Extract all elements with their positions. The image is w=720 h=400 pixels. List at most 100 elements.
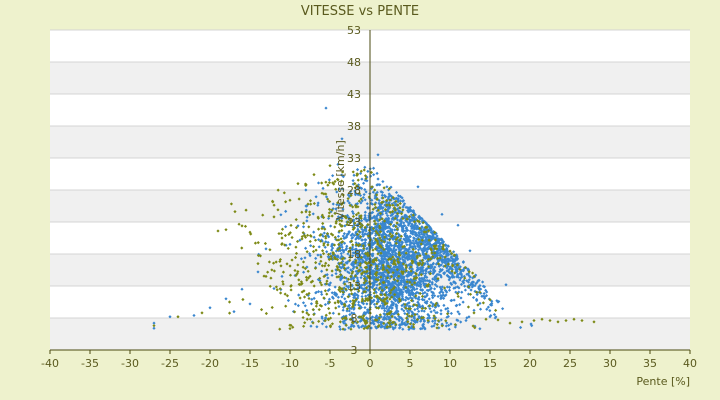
data-point xyxy=(439,263,443,267)
data-point xyxy=(456,275,460,279)
data-point xyxy=(439,275,443,279)
data-point xyxy=(416,185,420,189)
data-point xyxy=(433,294,437,298)
data-point xyxy=(404,266,408,270)
data-point xyxy=(372,322,376,326)
data-point xyxy=(351,277,355,281)
data-point xyxy=(335,190,339,194)
data-point xyxy=(388,276,392,281)
data-point xyxy=(283,292,287,296)
data-point xyxy=(333,291,337,295)
data-point xyxy=(304,275,309,279)
data-point xyxy=(383,309,387,313)
data-point xyxy=(346,199,350,203)
data-point xyxy=(409,213,413,217)
data-point xyxy=(375,248,380,252)
data-point xyxy=(404,306,408,310)
data-point xyxy=(348,255,352,259)
data-point xyxy=(278,327,282,331)
data-point xyxy=(269,276,273,280)
data-point xyxy=(349,268,353,272)
data-point xyxy=(359,197,363,201)
data-point xyxy=(336,254,340,258)
data-point xyxy=(388,267,392,271)
data-point xyxy=(397,271,401,275)
data-point xyxy=(421,252,426,257)
data-point xyxy=(357,258,361,262)
data-point xyxy=(496,300,500,304)
data-point xyxy=(337,285,342,289)
data-point xyxy=(330,291,334,295)
data-point xyxy=(442,303,446,307)
data-point xyxy=(396,203,400,207)
data-point xyxy=(417,304,421,308)
data-point xyxy=(369,170,374,175)
data-point xyxy=(407,291,411,295)
data-point xyxy=(300,210,304,214)
data-point xyxy=(320,316,324,320)
data-point xyxy=(371,210,375,214)
data-point xyxy=(381,234,385,238)
data-point xyxy=(454,304,458,308)
data-point xyxy=(340,243,344,247)
data-point xyxy=(357,289,361,293)
data-point xyxy=(440,288,444,292)
data-point xyxy=(398,201,402,206)
data-point xyxy=(446,252,450,256)
data-point xyxy=(363,198,367,202)
data-point xyxy=(306,276,311,280)
data-point xyxy=(272,286,276,291)
data-point xyxy=(437,237,441,241)
data-point xyxy=(386,209,390,213)
data-point xyxy=(467,278,471,282)
data-point xyxy=(302,270,306,274)
data-point xyxy=(440,249,445,253)
data-point xyxy=(421,288,425,292)
data-point xyxy=(412,251,416,255)
data-point xyxy=(348,218,353,223)
data-point xyxy=(401,276,406,280)
data-point xyxy=(478,301,482,305)
data-point xyxy=(455,285,460,289)
data-point xyxy=(370,241,374,245)
data-point xyxy=(492,312,497,317)
data-point xyxy=(351,301,355,306)
data-point xyxy=(297,197,301,201)
data-point xyxy=(403,267,408,271)
data-point xyxy=(443,294,447,298)
data-point xyxy=(400,261,404,265)
data-point xyxy=(410,271,414,275)
data-point xyxy=(414,234,418,238)
data-point xyxy=(370,271,374,275)
data-point xyxy=(344,235,349,239)
data-point xyxy=(353,221,357,225)
data-point xyxy=(384,218,389,223)
data-point xyxy=(471,280,476,284)
data-point xyxy=(381,220,385,224)
data-point xyxy=(376,182,380,187)
data-point xyxy=(312,284,316,288)
data-point xyxy=(316,216,320,220)
data-point xyxy=(468,249,472,253)
data-point xyxy=(352,233,356,238)
data-point xyxy=(540,317,544,321)
data-point xyxy=(322,241,326,246)
data-point xyxy=(410,215,414,219)
data-point xyxy=(363,187,367,192)
data-point xyxy=(301,225,306,229)
data-point xyxy=(253,241,258,245)
data-point xyxy=(407,314,411,318)
data-point xyxy=(457,290,461,294)
data-point xyxy=(388,287,393,291)
data-point xyxy=(410,209,415,214)
data-point xyxy=(431,229,436,234)
data-point xyxy=(356,178,360,182)
data-point xyxy=(393,197,397,201)
data-point xyxy=(372,288,376,292)
data-point xyxy=(364,297,368,301)
data-point xyxy=(387,265,392,269)
data-point xyxy=(379,293,383,297)
data-point xyxy=(410,223,414,227)
data-point xyxy=(418,222,422,226)
